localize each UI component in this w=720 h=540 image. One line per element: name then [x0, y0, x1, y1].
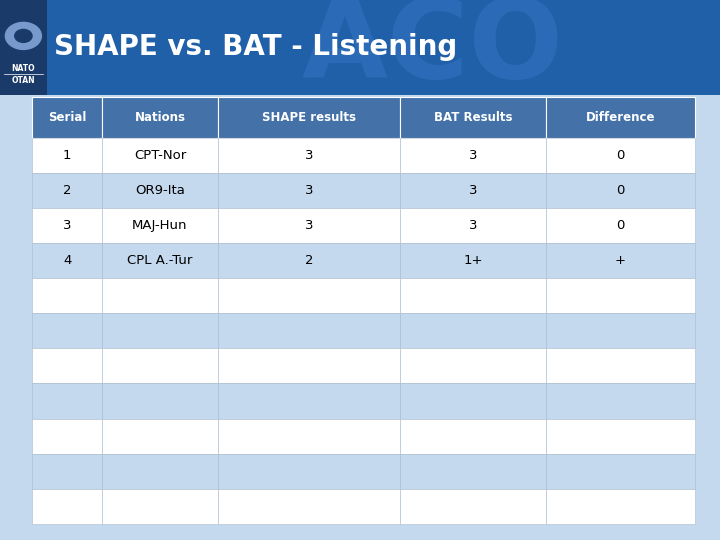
- Text: MAJ-Hun: MAJ-Hun: [132, 219, 188, 232]
- FancyBboxPatch shape: [546, 383, 695, 418]
- Text: 2: 2: [63, 184, 71, 197]
- FancyBboxPatch shape: [102, 418, 218, 454]
- FancyBboxPatch shape: [218, 454, 400, 489]
- Text: 0: 0: [616, 219, 624, 232]
- FancyBboxPatch shape: [32, 138, 102, 173]
- FancyBboxPatch shape: [400, 313, 546, 348]
- FancyBboxPatch shape: [546, 313, 695, 348]
- FancyBboxPatch shape: [218, 348, 400, 383]
- FancyBboxPatch shape: [32, 278, 102, 313]
- FancyBboxPatch shape: [102, 138, 218, 173]
- Text: +: +: [615, 254, 626, 267]
- FancyBboxPatch shape: [546, 348, 695, 383]
- FancyBboxPatch shape: [546, 243, 695, 278]
- FancyBboxPatch shape: [400, 243, 546, 278]
- Text: 0: 0: [616, 184, 624, 197]
- Text: ACO: ACO: [301, 0, 563, 101]
- Text: 3: 3: [63, 219, 71, 232]
- Text: 3: 3: [469, 184, 477, 197]
- Text: SHAPE vs. BAT - Listening: SHAPE vs. BAT - Listening: [54, 33, 457, 61]
- FancyBboxPatch shape: [400, 489, 546, 524]
- FancyBboxPatch shape: [102, 97, 218, 138]
- Text: 0: 0: [616, 148, 624, 162]
- Text: 3: 3: [469, 219, 477, 232]
- FancyBboxPatch shape: [102, 454, 218, 489]
- FancyBboxPatch shape: [546, 278, 695, 313]
- FancyBboxPatch shape: [102, 348, 218, 383]
- FancyBboxPatch shape: [218, 243, 400, 278]
- Text: 3: 3: [305, 219, 313, 232]
- Circle shape: [6, 23, 42, 50]
- FancyBboxPatch shape: [102, 489, 218, 524]
- Text: CPL A.-Tur: CPL A.-Tur: [127, 254, 192, 267]
- FancyBboxPatch shape: [546, 97, 695, 138]
- FancyBboxPatch shape: [400, 97, 546, 138]
- FancyBboxPatch shape: [218, 313, 400, 348]
- FancyBboxPatch shape: [400, 418, 546, 454]
- Text: NATO: NATO: [12, 64, 35, 72]
- FancyBboxPatch shape: [400, 278, 546, 313]
- FancyBboxPatch shape: [218, 278, 400, 313]
- Text: 3: 3: [469, 148, 477, 162]
- FancyBboxPatch shape: [546, 489, 695, 524]
- FancyBboxPatch shape: [102, 313, 218, 348]
- FancyBboxPatch shape: [32, 97, 102, 138]
- FancyBboxPatch shape: [32, 173, 102, 208]
- FancyBboxPatch shape: [546, 138, 695, 173]
- FancyBboxPatch shape: [32, 348, 102, 383]
- Text: 4: 4: [63, 254, 71, 267]
- Text: OR9-Ita: OR9-Ita: [135, 184, 185, 197]
- FancyBboxPatch shape: [400, 454, 546, 489]
- Text: 3: 3: [305, 148, 313, 162]
- FancyBboxPatch shape: [546, 418, 695, 454]
- Text: 3: 3: [305, 184, 313, 197]
- FancyBboxPatch shape: [400, 138, 546, 173]
- Text: 1: 1: [63, 148, 71, 162]
- FancyBboxPatch shape: [32, 208, 102, 243]
- Text: BAT Results: BAT Results: [433, 111, 512, 124]
- FancyBboxPatch shape: [400, 173, 546, 208]
- FancyBboxPatch shape: [0, 0, 47, 94]
- FancyBboxPatch shape: [218, 138, 400, 173]
- FancyBboxPatch shape: [102, 278, 218, 313]
- FancyBboxPatch shape: [32, 454, 102, 489]
- FancyBboxPatch shape: [218, 383, 400, 418]
- Text: SHAPE results: SHAPE results: [262, 111, 356, 124]
- FancyBboxPatch shape: [218, 97, 400, 138]
- FancyBboxPatch shape: [32, 313, 102, 348]
- FancyBboxPatch shape: [0, 0, 720, 94]
- FancyBboxPatch shape: [218, 418, 400, 454]
- FancyBboxPatch shape: [102, 243, 218, 278]
- FancyBboxPatch shape: [546, 454, 695, 489]
- FancyBboxPatch shape: [400, 383, 546, 418]
- FancyBboxPatch shape: [218, 208, 400, 243]
- FancyBboxPatch shape: [32, 243, 102, 278]
- FancyBboxPatch shape: [400, 208, 546, 243]
- FancyBboxPatch shape: [102, 173, 218, 208]
- Text: Difference: Difference: [585, 111, 655, 124]
- FancyBboxPatch shape: [102, 208, 218, 243]
- FancyBboxPatch shape: [546, 173, 695, 208]
- FancyBboxPatch shape: [102, 383, 218, 418]
- FancyBboxPatch shape: [546, 208, 695, 243]
- FancyBboxPatch shape: [218, 489, 400, 524]
- Text: Nations: Nations: [135, 111, 186, 124]
- FancyBboxPatch shape: [32, 418, 102, 454]
- Text: Serial: Serial: [48, 111, 86, 124]
- Text: 1+: 1+: [463, 254, 482, 267]
- Circle shape: [15, 29, 32, 43]
- FancyBboxPatch shape: [400, 348, 546, 383]
- FancyBboxPatch shape: [218, 173, 400, 208]
- FancyBboxPatch shape: [32, 383, 102, 418]
- Text: OTAN: OTAN: [12, 76, 35, 85]
- Text: 2: 2: [305, 254, 313, 267]
- Text: CPT-Nor: CPT-Nor: [134, 148, 186, 162]
- FancyBboxPatch shape: [32, 489, 102, 524]
